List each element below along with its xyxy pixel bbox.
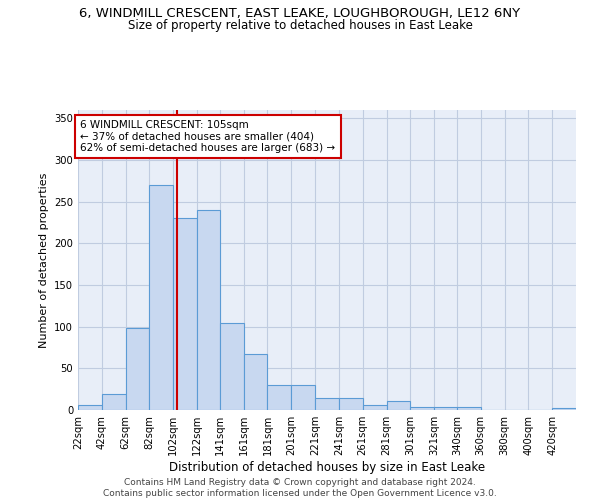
Bar: [339, 398, 363, 410]
Bar: [363, 405, 386, 410]
Bar: [125, 328, 149, 410]
Bar: [78, 405, 102, 410]
Text: Size of property relative to detached houses in East Leake: Size of property relative to detached ho…: [128, 18, 472, 32]
Bar: [244, 354, 268, 410]
Bar: [102, 394, 125, 410]
Y-axis label: Number of detached properties: Number of detached properties: [38, 172, 49, 348]
Bar: [410, 406, 434, 410]
Bar: [197, 210, 220, 410]
Bar: [268, 385, 291, 410]
Bar: [291, 385, 315, 410]
Bar: [434, 406, 457, 410]
Bar: [386, 401, 410, 410]
Bar: [457, 406, 481, 410]
Text: 6, WINDMILL CRESCENT, EAST LEAKE, LOUGHBOROUGH, LE12 6NY: 6, WINDMILL CRESCENT, EAST LEAKE, LOUGHB…: [79, 8, 521, 20]
Bar: [220, 324, 244, 410]
Bar: [149, 185, 173, 410]
X-axis label: Distribution of detached houses by size in East Leake: Distribution of detached houses by size …: [169, 461, 485, 474]
Bar: [315, 398, 339, 410]
Text: 6 WINDMILL CRESCENT: 105sqm
← 37% of detached houses are smaller (404)
62% of se: 6 WINDMILL CRESCENT: 105sqm ← 37% of det…: [80, 120, 335, 153]
Text: Contains HM Land Registry data © Crown copyright and database right 2024.
Contai: Contains HM Land Registry data © Crown c…: [103, 478, 497, 498]
Bar: [173, 218, 197, 410]
Bar: [552, 408, 576, 410]
